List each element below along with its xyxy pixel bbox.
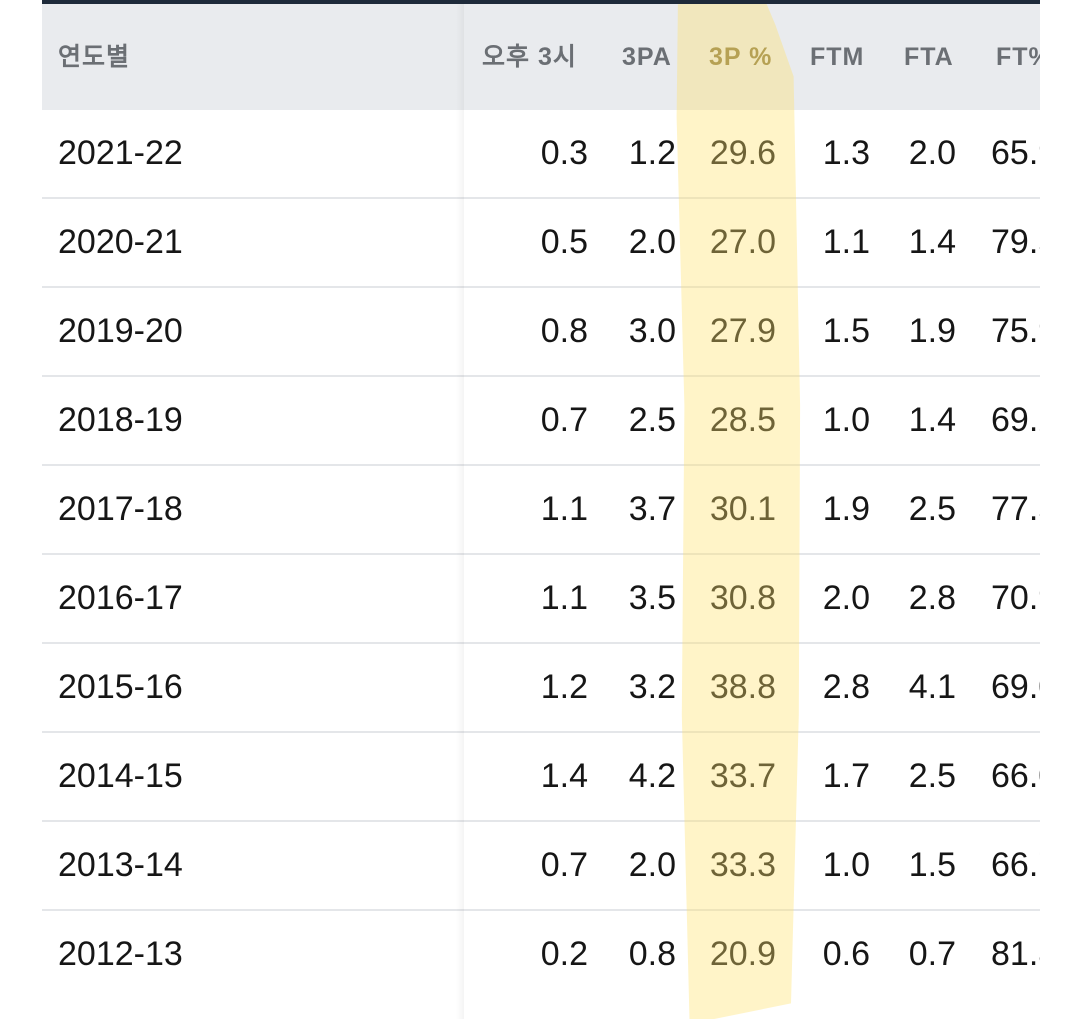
- cell-fta: 1.4: [908, 223, 956, 261]
- table-row: 2019-20 0.8 3.0 27.9 1.5 1.9 75.9: [42, 288, 1040, 377]
- stats-table: 연도별 오후 3시 3PA 3P % FTM FTA FT% 2021-22 0…: [42, 4, 1040, 1019]
- cell-ftm: 1.7: [822, 757, 870, 795]
- cell-fta: 0.7: [908, 935, 956, 973]
- cell-3p-percent: 30.1: [709, 490, 776, 528]
- table-row: 2016-17 1.1 3.5 30.8 2.0 2.8 70.9: [42, 555, 1040, 644]
- cell-year: 2012-13: [58, 935, 183, 973]
- cell-3p-percent: 20.9: [709, 935, 776, 973]
- cell-ftm: 1.0: [822, 401, 870, 439]
- cell-3p-percent: 29.6: [709, 134, 776, 172]
- cell-ft-percent: 81.8: [991, 935, 1040, 973]
- cell-ftm: 1.0: [822, 846, 870, 884]
- cell-3pa: 1.2: [628, 134, 676, 172]
- cell-3p-percent: 27.9: [709, 312, 776, 350]
- table-row: 2013-14 0.7 2.0 33.3 1.0 1.5 66.7: [42, 822, 1040, 911]
- cell-ft-percent: 66.7: [991, 846, 1040, 884]
- top-bar: [42, 0, 1040, 4]
- header-3pm[interactable]: 오후 3시: [482, 43, 577, 71]
- cell-3pm: 0.7: [540, 401, 588, 439]
- cell-year: 2021-22: [58, 134, 183, 172]
- cell-year: 2018-19: [58, 401, 183, 439]
- cell-3pm: 1.1: [540, 490, 588, 528]
- cell-ftm: 0.6: [822, 935, 870, 973]
- table-row: 2017-18 1.1 3.7 30.1 1.9 2.5 77.5: [42, 466, 1040, 555]
- cell-3pm: 1.4: [540, 757, 588, 795]
- cell-ftm: 1.5: [822, 312, 870, 350]
- cell-fta: 1.4: [908, 401, 956, 439]
- cell-fta: 2.0: [908, 134, 956, 172]
- cell-fta: 2.5: [908, 757, 956, 795]
- cell-ft-percent: 77.5: [991, 490, 1040, 528]
- cell-ft-percent: 79.5: [991, 223, 1040, 261]
- cell-ft-percent: 69.2: [991, 401, 1040, 439]
- cell-3pa: 3.2: [628, 668, 676, 706]
- cell-3pa: 2.0: [628, 846, 676, 884]
- cell-ft-percent: 69.0: [991, 668, 1040, 706]
- cell-3pm: 0.8: [540, 312, 588, 350]
- table-row: 2018-19 0.7 2.5 28.5 1.0 1.4 69.2: [42, 377, 1040, 466]
- cell-3pm: 1.2: [540, 668, 588, 706]
- cell-3pm: 1.1: [540, 579, 588, 617]
- cell-fta: 4.1: [908, 668, 956, 706]
- cell-3p-percent: 33.3: [709, 846, 776, 884]
- header-fta[interactable]: FTA: [904, 43, 954, 71]
- cell-3pm: 0.2: [540, 935, 588, 973]
- cell-ftm: 2.8: [822, 668, 870, 706]
- header-3pa[interactable]: 3PA: [622, 43, 672, 71]
- table-row: 2014-15 1.4 4.2 33.7 1.7 2.5 66.0: [42, 733, 1040, 822]
- cell-ftm: 1.3: [822, 134, 870, 172]
- cell-year: 2019-20: [58, 312, 183, 350]
- cell-year: 2013-14: [58, 846, 183, 884]
- cell-ft-percent: 70.9: [991, 579, 1040, 617]
- cell-year: 2020-21: [58, 223, 183, 261]
- cell-3p-percent: 30.8: [709, 579, 776, 617]
- cell-3pa: 3.5: [628, 579, 676, 617]
- cell-ftm: 1.1: [822, 223, 870, 261]
- cell-ft-percent: 65.9: [991, 134, 1040, 172]
- cell-3pa: 3.0: [628, 312, 676, 350]
- cell-year: 2015-16: [58, 668, 183, 706]
- cell-3pa: 4.2: [628, 757, 676, 795]
- table-row: 2020-21 0.5 2.0 27.0 1.1 1.4 79.5: [42, 199, 1040, 288]
- frozen-column-shadow: [456, 4, 464, 1019]
- cell-fta: 1.5: [908, 846, 956, 884]
- cell-fta: 1.9: [908, 312, 956, 350]
- cell-fta: 2.8: [908, 579, 956, 617]
- cell-3pa: 0.8: [628, 935, 676, 973]
- cell-ft-percent: 66.0: [991, 757, 1040, 795]
- cell-3pm: 0.3: [540, 134, 588, 172]
- table-row: 2021-22 0.3 1.2 29.6 1.3 2.0 65.9: [42, 110, 1040, 199]
- cell-3pa: 3.7: [628, 490, 676, 528]
- cell-3p-percent: 33.7: [709, 757, 776, 795]
- cell-3pm: 0.5: [540, 223, 588, 261]
- cell-3p-percent: 28.5: [709, 401, 776, 439]
- cell-year: 2017-18: [58, 490, 183, 528]
- header-year[interactable]: 연도별: [58, 43, 131, 71]
- table-row: 2012-13 0.2 0.8 20.9 0.6 0.7 81.8: [42, 911, 1040, 1000]
- table-row: 2015-16 1.2 3.2 38.8 2.8 4.1 69.0: [42, 644, 1040, 733]
- cell-ft-percent: 75.9: [991, 312, 1040, 350]
- cell-3pa: 2.0: [628, 223, 676, 261]
- header-ft-percent[interactable]: FT%: [996, 43, 1040, 71]
- cell-ftm: 1.9: [822, 490, 870, 528]
- cell-3p-percent: 27.0: [709, 223, 776, 261]
- cell-fta: 2.5: [908, 490, 956, 528]
- header-3p-percent[interactable]: 3P %: [709, 43, 773, 71]
- cell-3pa: 2.5: [628, 401, 676, 439]
- header-ftm[interactable]: FTM: [810, 43, 865, 71]
- cell-year: 2016-17: [58, 579, 183, 617]
- cell-3p-percent: 38.8: [709, 668, 776, 706]
- cell-3pm: 0.7: [540, 846, 588, 884]
- cell-year: 2014-15: [58, 757, 183, 795]
- cell-ftm: 2.0: [822, 579, 870, 617]
- table-header: 연도별 오후 3시 3PA 3P % FTM FTA FT%: [42, 4, 1040, 110]
